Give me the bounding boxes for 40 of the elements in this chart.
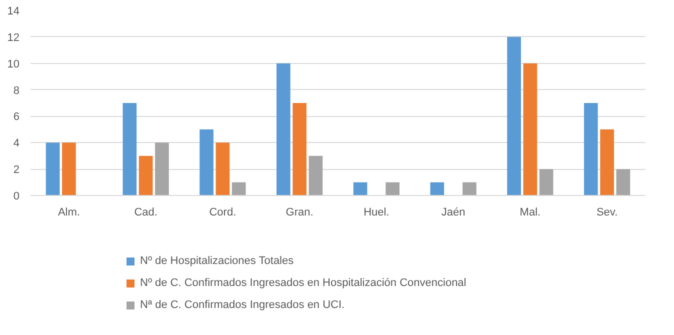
bar (292, 103, 306, 196)
bar (62, 142, 76, 196)
y-tick-label: 0 (13, 190, 20, 202)
bar (232, 182, 246, 196)
bar (430, 182, 444, 196)
bar (155, 142, 169, 196)
legend-label: Nª de C. Confirmados Ingresados en UCI. (140, 299, 345, 311)
bar (523, 63, 538, 196)
y-tick-label: 14 (7, 6, 20, 18)
bar (216, 142, 230, 196)
legend-label: Nº de Hospitalizaciones Totales (140, 255, 294, 267)
bar (507, 36, 521, 196)
bar (584, 103, 598, 196)
x-tick-label: Sev. (596, 206, 618, 218)
x-tick-label: Mal. (520, 206, 541, 218)
bar (138, 156, 153, 196)
x-tick-label: Huel. (364, 206, 390, 218)
x-tick-label: Cad. (134, 206, 158, 218)
bar (200, 129, 214, 196)
x-tick-label: Jaén (441, 206, 466, 218)
bar (276, 63, 290, 196)
legend-label: Nº de C. Confirmados Ingresados en Hospitalización Convencional (140, 277, 466, 289)
y-tick-label: 2 (13, 164, 20, 176)
y-tick-label: 10 (7, 58, 20, 70)
bar (308, 156, 323, 196)
bar (386, 182, 400, 196)
x-tick-label: Gran. (286, 206, 314, 218)
y-tick-label: 8 (13, 84, 20, 97)
bar (600, 129, 614, 196)
y-tick-label: 4 (13, 138, 20, 150)
bar (353, 182, 368, 196)
bar (616, 169, 630, 196)
y-tick-label: 6 (13, 111, 20, 124)
x-tick-label: Alm. (58, 206, 80, 218)
bar (539, 169, 554, 196)
bar (46, 142, 60, 196)
bar (462, 182, 476, 196)
x-tick-label: Cord. (209, 206, 236, 218)
bar (122, 103, 137, 196)
y-tick-label: 12 (7, 32, 20, 44)
